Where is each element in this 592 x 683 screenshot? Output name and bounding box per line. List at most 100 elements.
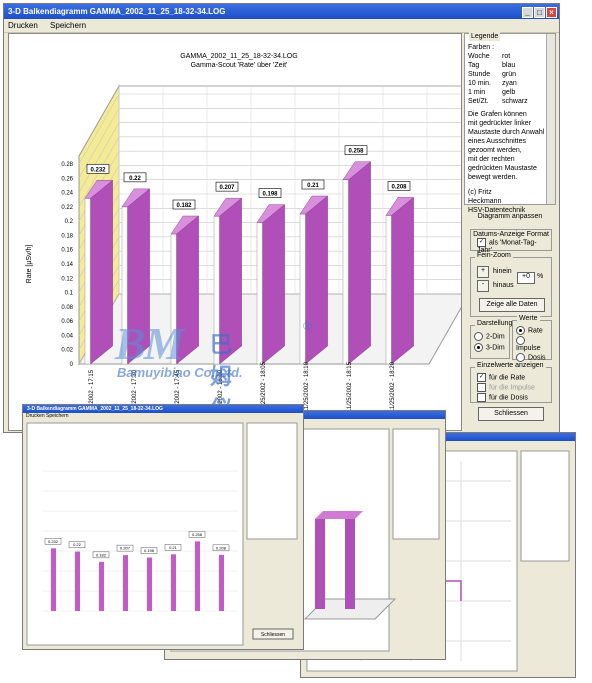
x-tick-label: 11/25/2002 - 18:10 xyxy=(304,361,310,412)
x-tick-label: 25/2002 - 17:15 xyxy=(89,369,95,412)
thumb1-chart: 0.232 0.22 0.182 0.207 0.198 0.21 0.258 0.208 S… xyxy=(26,422,298,646)
legend-copyright-line: Heckmann xyxy=(468,198,502,205)
thumb1-schliessen-button[interactable] xyxy=(252,628,294,640)
chart-title: GAMMA_2002_11_25_18-32-34.LOG xyxy=(180,53,297,60)
radio-impulse[interactable] xyxy=(516,336,525,345)
datum-format-label: als 'Monat-Tag-Jahr' xyxy=(477,239,537,254)
thumb1-bar xyxy=(171,554,176,611)
thumb1-menu: Drucken Speichern xyxy=(26,413,69,419)
checkbox-fuer-impulse-label: für die Impulse xyxy=(489,384,535,392)
legend-row: Woche rot xyxy=(468,52,552,61)
legend-row: 1 min gelb xyxy=(468,88,552,97)
checkbox-fuer-dosis[interactable] xyxy=(477,393,486,402)
radio-2dim[interactable] xyxy=(474,332,483,341)
bar-top xyxy=(385,197,415,216)
zeige-alle-button[interactable]: Zeige alle Daten xyxy=(479,298,545,312)
zoom-plus-button[interactable]: + xyxy=(477,266,489,278)
chart-area[interactable]: GAMMA_2002_11_25_18-32-34.LOG Gamma-Scou… xyxy=(8,33,462,431)
thumb2-bar-top xyxy=(315,511,363,519)
thumb1-legend xyxy=(246,422,298,540)
x-tick-label: 11/25/2002 - 18:20 xyxy=(390,361,396,412)
x-tick-label: 11/25/2002 - 18:05 xyxy=(261,361,267,412)
datum-format-checkbox[interactable]: ✓ xyxy=(477,238,486,247)
bar-value-box xyxy=(387,181,411,191)
y-tick-label: 0.06 xyxy=(61,319,73,325)
bar-value-box xyxy=(301,179,325,190)
bar-top xyxy=(121,188,151,208)
legend-scrollbar[interactable] xyxy=(546,34,555,204)
radio-dosis[interactable] xyxy=(516,353,525,362)
legend-row-name: 1 min xyxy=(468,89,486,96)
legend-row-name: 10 min. xyxy=(468,80,491,87)
y-tick-label: 0.22 xyxy=(61,205,73,211)
bar-top xyxy=(213,197,243,217)
zoom-hinaus-label: hinaus xyxy=(493,282,514,289)
bar-front xyxy=(385,215,392,365)
main-menubar: Drucken Speichern xyxy=(4,19,559,33)
bar xyxy=(262,204,285,365)
schliessen-button[interactable]: Schliessen xyxy=(478,407,544,421)
legend-note-line: mit der rechten xyxy=(468,156,515,163)
legend-row: Set/Zt. schwarz xyxy=(468,97,552,106)
y-tick-label: 0 xyxy=(70,362,74,368)
fein-zoom-group: Fein-Zoom + - hinein hinaus +0 % Zeige a… xyxy=(470,252,552,317)
close-icon[interactable]: × xyxy=(546,7,557,18)
legend-row-color: schwarz xyxy=(502,98,528,105)
diagramm-anpassen-group: Diagramm anpassen xyxy=(464,213,556,427)
legend-rows: Woche rot Tag blau Stunde grün 10 min. zyan 1 mi… xyxy=(468,52,552,106)
y-tick-label: 0.26 xyxy=(61,176,73,182)
bar-value-label: 0.21 xyxy=(307,183,319,189)
legend-copyright: (c) Fritz Heckmann HSV-Datentechnik xyxy=(468,188,552,215)
legend-farben: Farben : xyxy=(468,44,495,51)
datum-format-group: Datums-Anzeige Format ✓ als 'Monat-Tag-Ja… xyxy=(470,229,552,254)
thumb1-bar-label: 0.21 xyxy=(169,545,178,550)
fein-zoom-title: Fein-Zoom xyxy=(475,252,513,259)
bar xyxy=(219,197,242,365)
menu-speichern[interactable]: Speichern xyxy=(50,21,87,30)
menu-drucken[interactable]: Drucken xyxy=(8,21,38,30)
bar-top xyxy=(342,161,372,180)
y-axis-label: Rate [µSv/h] xyxy=(26,245,33,284)
thumb2-bar-1 xyxy=(315,519,325,609)
legend-box: Legende Farben : Woche rot Tag blau Stunde gr… xyxy=(464,32,556,214)
maximize-icon[interactable]: □ xyxy=(534,7,545,18)
zoom-unit: % xyxy=(537,273,544,280)
y-tick-label: 0.16 xyxy=(61,248,73,254)
x-tick-label: 25/2002 - 18:00 xyxy=(218,369,224,412)
radio-3dim-label: 3-Dim xyxy=(486,344,505,352)
bar-value-box xyxy=(215,181,239,192)
bar-value-box xyxy=(172,199,196,210)
thumb1-bar-label: 0.198 xyxy=(144,548,155,553)
y-tick-label: 0.18 xyxy=(61,233,73,239)
einzelwerte-title: Einzelwerte anzeigen xyxy=(475,362,546,369)
legend-copyright-line: (c) Fritz xyxy=(468,189,492,196)
thumb3-legend xyxy=(520,450,570,562)
legend-copyright-line: HSV-Datentechnik xyxy=(468,207,526,214)
thumb1-bar-label-box xyxy=(212,544,230,552)
bar-chart[interactable]: GAMMA_2002_11_25_18-32-34.LOG Gamma-Scou… xyxy=(9,34,461,430)
zoom-minus-button[interactable]: - xyxy=(477,280,489,292)
legend-row: Stunde grün xyxy=(468,70,552,79)
bar-top xyxy=(84,180,114,199)
bar xyxy=(305,195,328,365)
thumb1-bar-label-box xyxy=(68,541,86,548)
radio-3dim[interactable] xyxy=(474,343,483,352)
legend-row-color: grün xyxy=(502,71,517,78)
zoom-value-field[interactable]: +0 xyxy=(517,272,535,284)
thumbnail-window-1[interactable]: 3-D Balkendiagramm GAMMA_2002_11_25_18-3… xyxy=(22,404,304,650)
minimize-icon[interactable]: _ xyxy=(522,7,533,18)
datum-format-title: Datums-Anzeige Format xyxy=(473,231,549,238)
main-title-bar[interactable]: 3-D Balkendiagramm GAMMA_2002_11_25_18-3… xyxy=(4,4,559,19)
checkbox-fuer-impulse[interactable] xyxy=(477,383,486,392)
radio-impulse-label: Impulse xyxy=(516,345,541,352)
y-tick-label: 0.2 xyxy=(65,219,74,225)
legend-note-line: mit gedrückter linker xyxy=(468,120,532,127)
legend-row-color: gelb xyxy=(502,89,516,96)
bar-value-label: 0.207 xyxy=(219,185,235,191)
bar-value-box xyxy=(86,163,110,174)
x-tick-label: 25/2002 - 17:30 xyxy=(132,369,138,412)
checkbox-fuer-rate[interactable]: ✓ xyxy=(477,373,486,382)
radio-rate[interactable] xyxy=(516,326,525,335)
bar-front xyxy=(299,213,306,365)
thumb1-bar-label-box xyxy=(116,544,134,552)
